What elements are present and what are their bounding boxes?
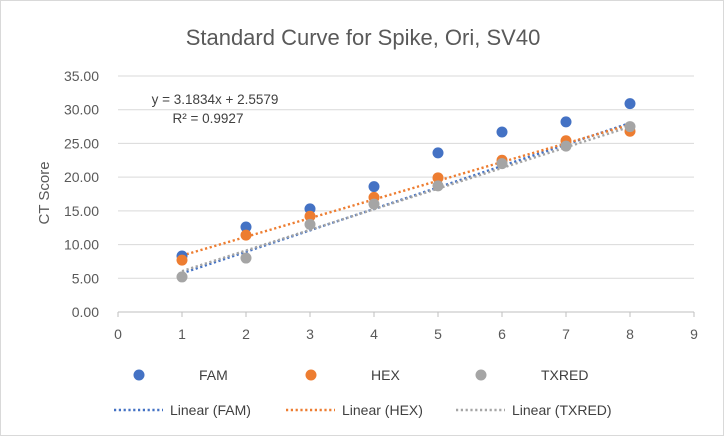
- data-point-txred: [304, 218, 316, 230]
- x-tick-label: 5: [434, 326, 442, 342]
- y-tick-label: 25.00: [64, 135, 99, 151]
- x-tick-label: 0: [114, 326, 122, 342]
- data-point-txred: [496, 158, 508, 170]
- axes: 0.00 5.00 10.00 15.00 20.00 25.00 30.00 35.00 0 1…: [64, 68, 698, 342]
- legend-label-fam: FAM: [199, 367, 228, 383]
- y-tick-label: 10.00: [64, 237, 99, 253]
- y-tick-label: 5.00: [72, 270, 99, 286]
- x-tick-label: 8: [626, 326, 634, 342]
- trendline-equation: y = 3.1834x + 2.5579: [152, 92, 279, 107]
- y-tick-label: 30.00: [64, 102, 99, 118]
- y-tick-label: 35.00: [64, 68, 99, 84]
- x-tick-label: 1: [178, 326, 186, 342]
- y-tick-label: 20.00: [64, 169, 99, 185]
- data-point-hex: [240, 229, 252, 241]
- legend-line-label-fam: Linear (FAM): [170, 402, 251, 418]
- y-tick-label: 0.00: [72, 304, 99, 320]
- data-point-fam: [240, 221, 252, 233]
- data-point-txred: [432, 180, 444, 192]
- data-point-fam: [496, 126, 508, 138]
- trendline-r-squared: R² = 0.9927: [173, 111, 244, 126]
- data-points: [176, 98, 636, 283]
- legend: FAM HEX TXRED Linear (FAM) Linear (HEX) Linea…: [114, 367, 612, 418]
- legend-marker-hex: [305, 369, 317, 381]
- x-tick-label: 7: [562, 326, 570, 342]
- trendlines: [181, 121, 631, 275]
- trendline-txred: [181, 125, 631, 273]
- x-tick-label: 9: [690, 326, 698, 342]
- data-point-txred: [240, 252, 252, 264]
- data-point-txred: [176, 271, 188, 283]
- legend-marker-txred: [475, 369, 487, 381]
- x-tick-label: 2: [242, 326, 250, 342]
- data-point-fam: [368, 181, 380, 193]
- trendline-hex: [181, 123, 631, 257]
- data-point-hex: [432, 172, 444, 184]
- y-axis-title: CT Score: [36, 161, 53, 224]
- data-point-txred: [368, 198, 380, 210]
- legend-label-txred: TXRED: [541, 367, 588, 383]
- x-tick-label: 3: [306, 326, 314, 342]
- legend-line-label-hex: Linear (HEX): [342, 402, 423, 418]
- x-tick-label: 4: [370, 326, 378, 342]
- data-point-hex: [304, 210, 316, 222]
- legend-line-label-txred: Linear (TXRED): [512, 402, 612, 418]
- data-point-txred: [624, 121, 636, 133]
- legend-marker-fam: [133, 369, 145, 381]
- y-tick-label: 15.00: [64, 203, 99, 219]
- x-tick-label: 6: [498, 326, 506, 342]
- gridlines: [118, 75, 694, 279]
- data-point-hex: [176, 254, 188, 266]
- data-point-txred: [560, 140, 572, 152]
- legend-label-hex: HEX: [371, 367, 400, 383]
- data-point-fam: [432, 147, 444, 159]
- data-point-fam: [560, 116, 572, 128]
- chart-title: Standard Curve for Spike, Ori, SV40: [186, 25, 541, 50]
- data-point-fam: [624, 98, 636, 110]
